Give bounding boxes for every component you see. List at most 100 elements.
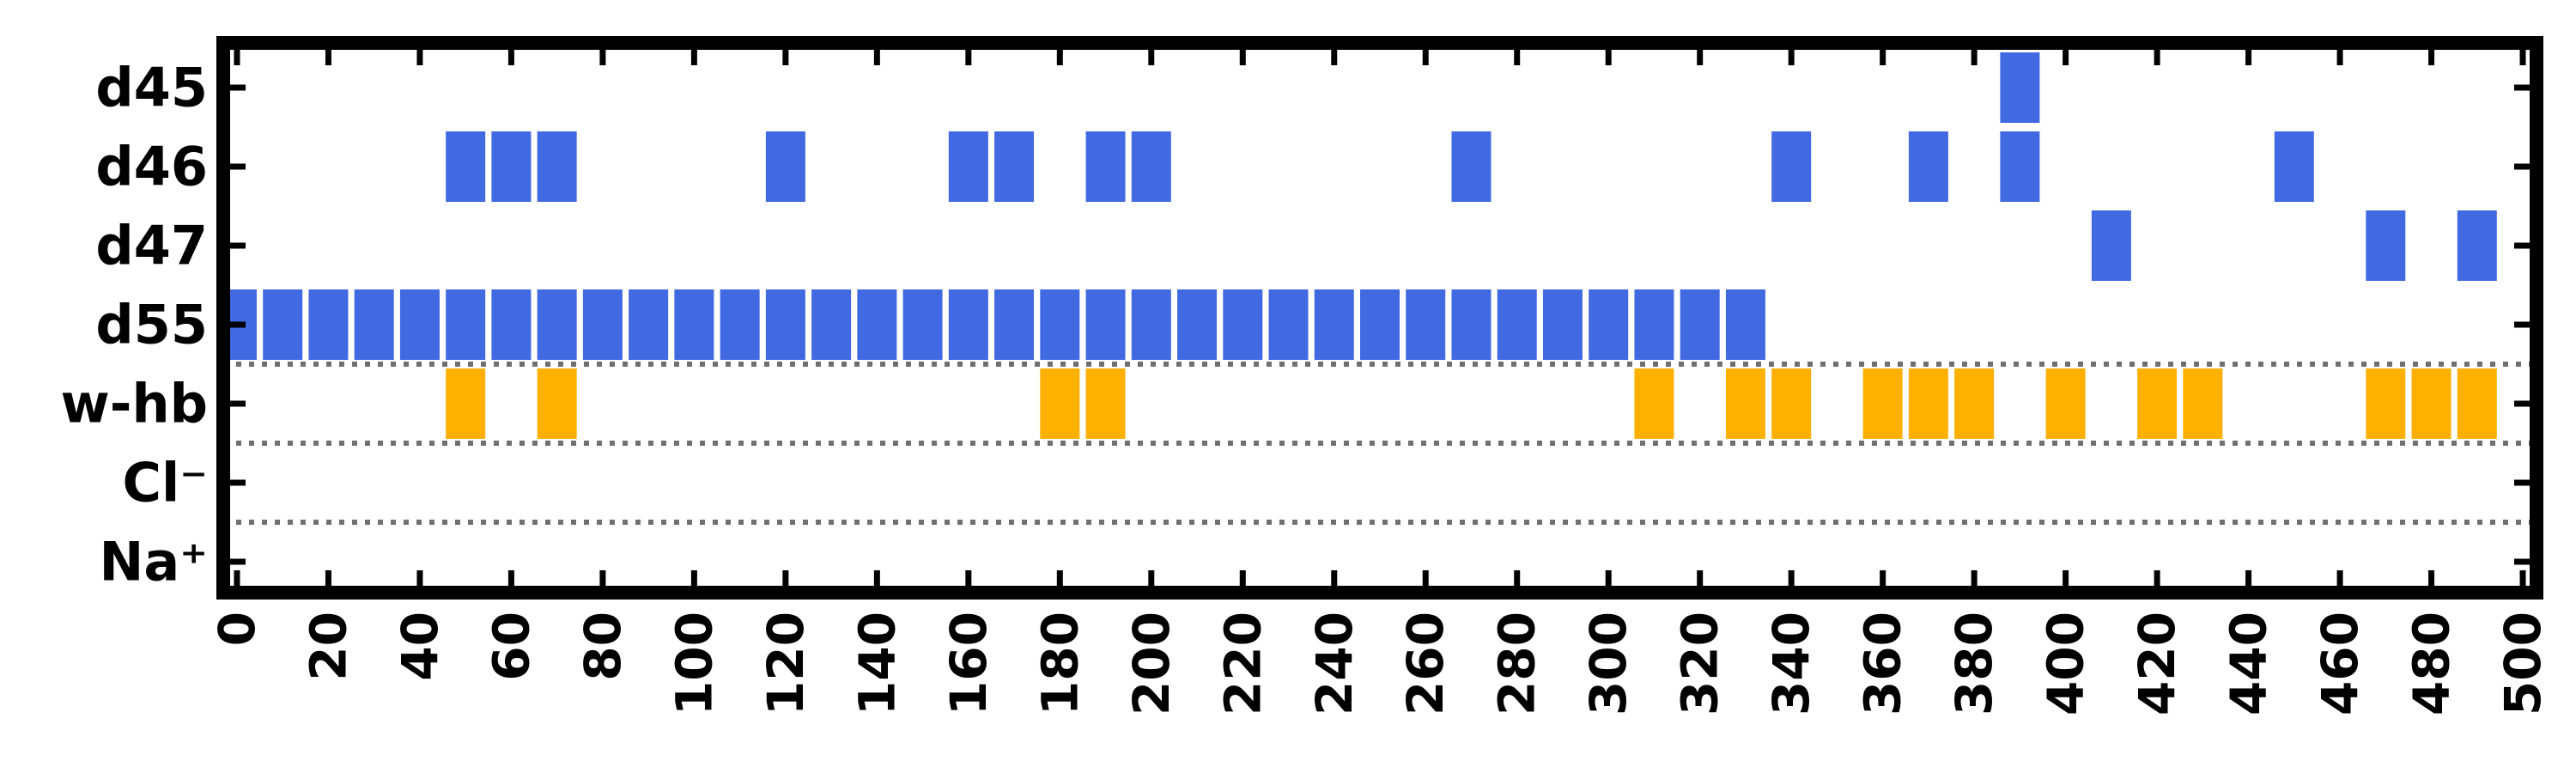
- y-label-3: d55: [95, 294, 208, 356]
- cell-d55-90: [629, 289, 669, 360]
- cell-w-hb-340: [1771, 368, 1812, 439]
- cell-d55-100: [674, 289, 714, 360]
- cell-d55-330: [1725, 289, 1765, 360]
- x-label-500: 500: [2494, 612, 2552, 715]
- y-label-1: d46: [95, 136, 208, 198]
- cell-d55-190: [1085, 289, 1126, 360]
- cell-d55-250: [1360, 289, 1400, 360]
- x-label-340: 340: [1762, 612, 1820, 715]
- cell-d46-70: [537, 131, 577, 202]
- cell-w-hb-490: [2457, 368, 2497, 439]
- cell-d47-470: [2366, 210, 2406, 281]
- cell-d55-240: [1314, 289, 1354, 360]
- cell-d46-160: [948, 131, 988, 202]
- cell-d55-70: [537, 289, 577, 360]
- x-label-160: 160: [939, 612, 998, 715]
- cell-w-hb-420: [2137, 368, 2178, 439]
- x-label-40: 40: [391, 612, 449, 681]
- cell-d55-300: [1589, 289, 1629, 360]
- cell-d55-270: [1451, 289, 1492, 360]
- cell-w-hb-190: [1085, 368, 1126, 439]
- cell-w-hb-480: [2411, 368, 2451, 439]
- cell-d46-390: [2000, 131, 2040, 202]
- x-label-480: 480: [2403, 612, 2461, 715]
- y-axis-labels: d45 d46 d47 d55 w-hb Cl⁻ Na⁺: [60, 57, 208, 593]
- cell-d55-320: [1680, 289, 1720, 360]
- x-label-400: 400: [2037, 612, 2095, 715]
- cell-d55-230: [1268, 289, 1309, 360]
- y-label-5: Cl⁻: [123, 452, 208, 514]
- x-label-440: 440: [2220, 612, 2278, 715]
- x-label-420: 420: [2128, 612, 2186, 715]
- x-label-300: 300: [1579, 612, 1637, 715]
- plot-frame: [216, 36, 2543, 600]
- cell-d46-60: [491, 131, 532, 202]
- cell-d46-170: [994, 131, 1035, 202]
- cell-d55-80: [582, 289, 623, 360]
- cell-d55-280: [1497, 289, 1537, 360]
- x-label-240: 240: [1305, 612, 1364, 715]
- cell-w-hb-430: [2183, 368, 2223, 439]
- cell-w-hb-360: [1862, 368, 1903, 439]
- x-label-140: 140: [848, 612, 906, 715]
- x-label-0: 0: [208, 612, 266, 646]
- cell-d55-20: [308, 289, 349, 360]
- cell-d55-160: [948, 289, 988, 360]
- cell-w-hb-330: [1725, 368, 1765, 439]
- cell-d46-270: [1451, 131, 1492, 202]
- cell-d55-140: [857, 289, 897, 360]
- chart-marks: [223, 52, 2497, 439]
- cell-w-hb-180: [1040, 368, 1080, 439]
- cell-w-hb-380: [1954, 368, 1995, 439]
- x-label-220: 220: [1213, 612, 1272, 715]
- cell-d55-310: [1634, 289, 1674, 360]
- cell-d55-110: [720, 289, 760, 360]
- cell-w-hb-400: [2045, 368, 2086, 439]
- x-label-260: 260: [1396, 612, 1455, 715]
- y-label-4: w-hb: [60, 373, 208, 435]
- x-label-380: 380: [1945, 612, 2003, 715]
- cell-d45-390: [2000, 52, 2040, 123]
- cell-w-hb-370: [1908, 368, 1948, 439]
- cell-d55-210: [1177, 289, 1218, 360]
- cell-d55-180: [1040, 289, 1080, 360]
- x-label-280: 280: [1488, 612, 1546, 715]
- cell-d55-200: [1131, 289, 1171, 360]
- cell-d47-490: [2457, 210, 2497, 281]
- x-label-120: 120: [756, 612, 815, 715]
- x-label-460: 460: [2311, 612, 2369, 715]
- cell-d55-220: [1223, 289, 1263, 360]
- x-label-180: 180: [1030, 612, 1089, 715]
- cell-d46-340: [1771, 131, 1812, 202]
- x-label-360: 360: [1854, 612, 1912, 715]
- cell-d55-130: [811, 289, 852, 360]
- cell-d46-370: [1908, 131, 1948, 202]
- x-label-20: 20: [299, 612, 357, 681]
- cell-d55-10: [263, 289, 303, 360]
- cell-d55-120: [765, 289, 805, 360]
- cell-d55-30: [354, 289, 394, 360]
- cell-d55-290: [1542, 289, 1583, 360]
- x-label-320: 320: [1671, 612, 1729, 715]
- cell-d47-410: [2091, 210, 2131, 281]
- cell-w-hb-70: [537, 368, 577, 439]
- cell-d55-260: [1406, 289, 1446, 360]
- cell-d55-40: [399, 289, 440, 360]
- y-label-6: Na⁺: [100, 531, 208, 593]
- y-label-2: d47: [95, 215, 208, 277]
- cell-d46-450: [2274, 131, 2314, 202]
- cell-d46-200: [1131, 131, 1171, 202]
- x-label-80: 80: [574, 612, 632, 681]
- cell-d46-50: [446, 131, 486, 202]
- cell-d46-190: [1085, 131, 1126, 202]
- x-axis-labels: 0 20 40 60 80 100 120 140 160 180 200 220 240 260 280 3…: [208, 612, 2552, 715]
- y-label-0: d45: [95, 57, 208, 119]
- x-label-200: 200: [1122, 612, 1181, 715]
- cell-d55-170: [994, 289, 1035, 360]
- cell-w-hb-310: [1634, 368, 1674, 439]
- cell-d55-50: [446, 289, 486, 360]
- cell-d55-60: [491, 289, 532, 360]
- cell-w-hb-470: [2366, 368, 2406, 439]
- x-label-60: 60: [482, 612, 540, 681]
